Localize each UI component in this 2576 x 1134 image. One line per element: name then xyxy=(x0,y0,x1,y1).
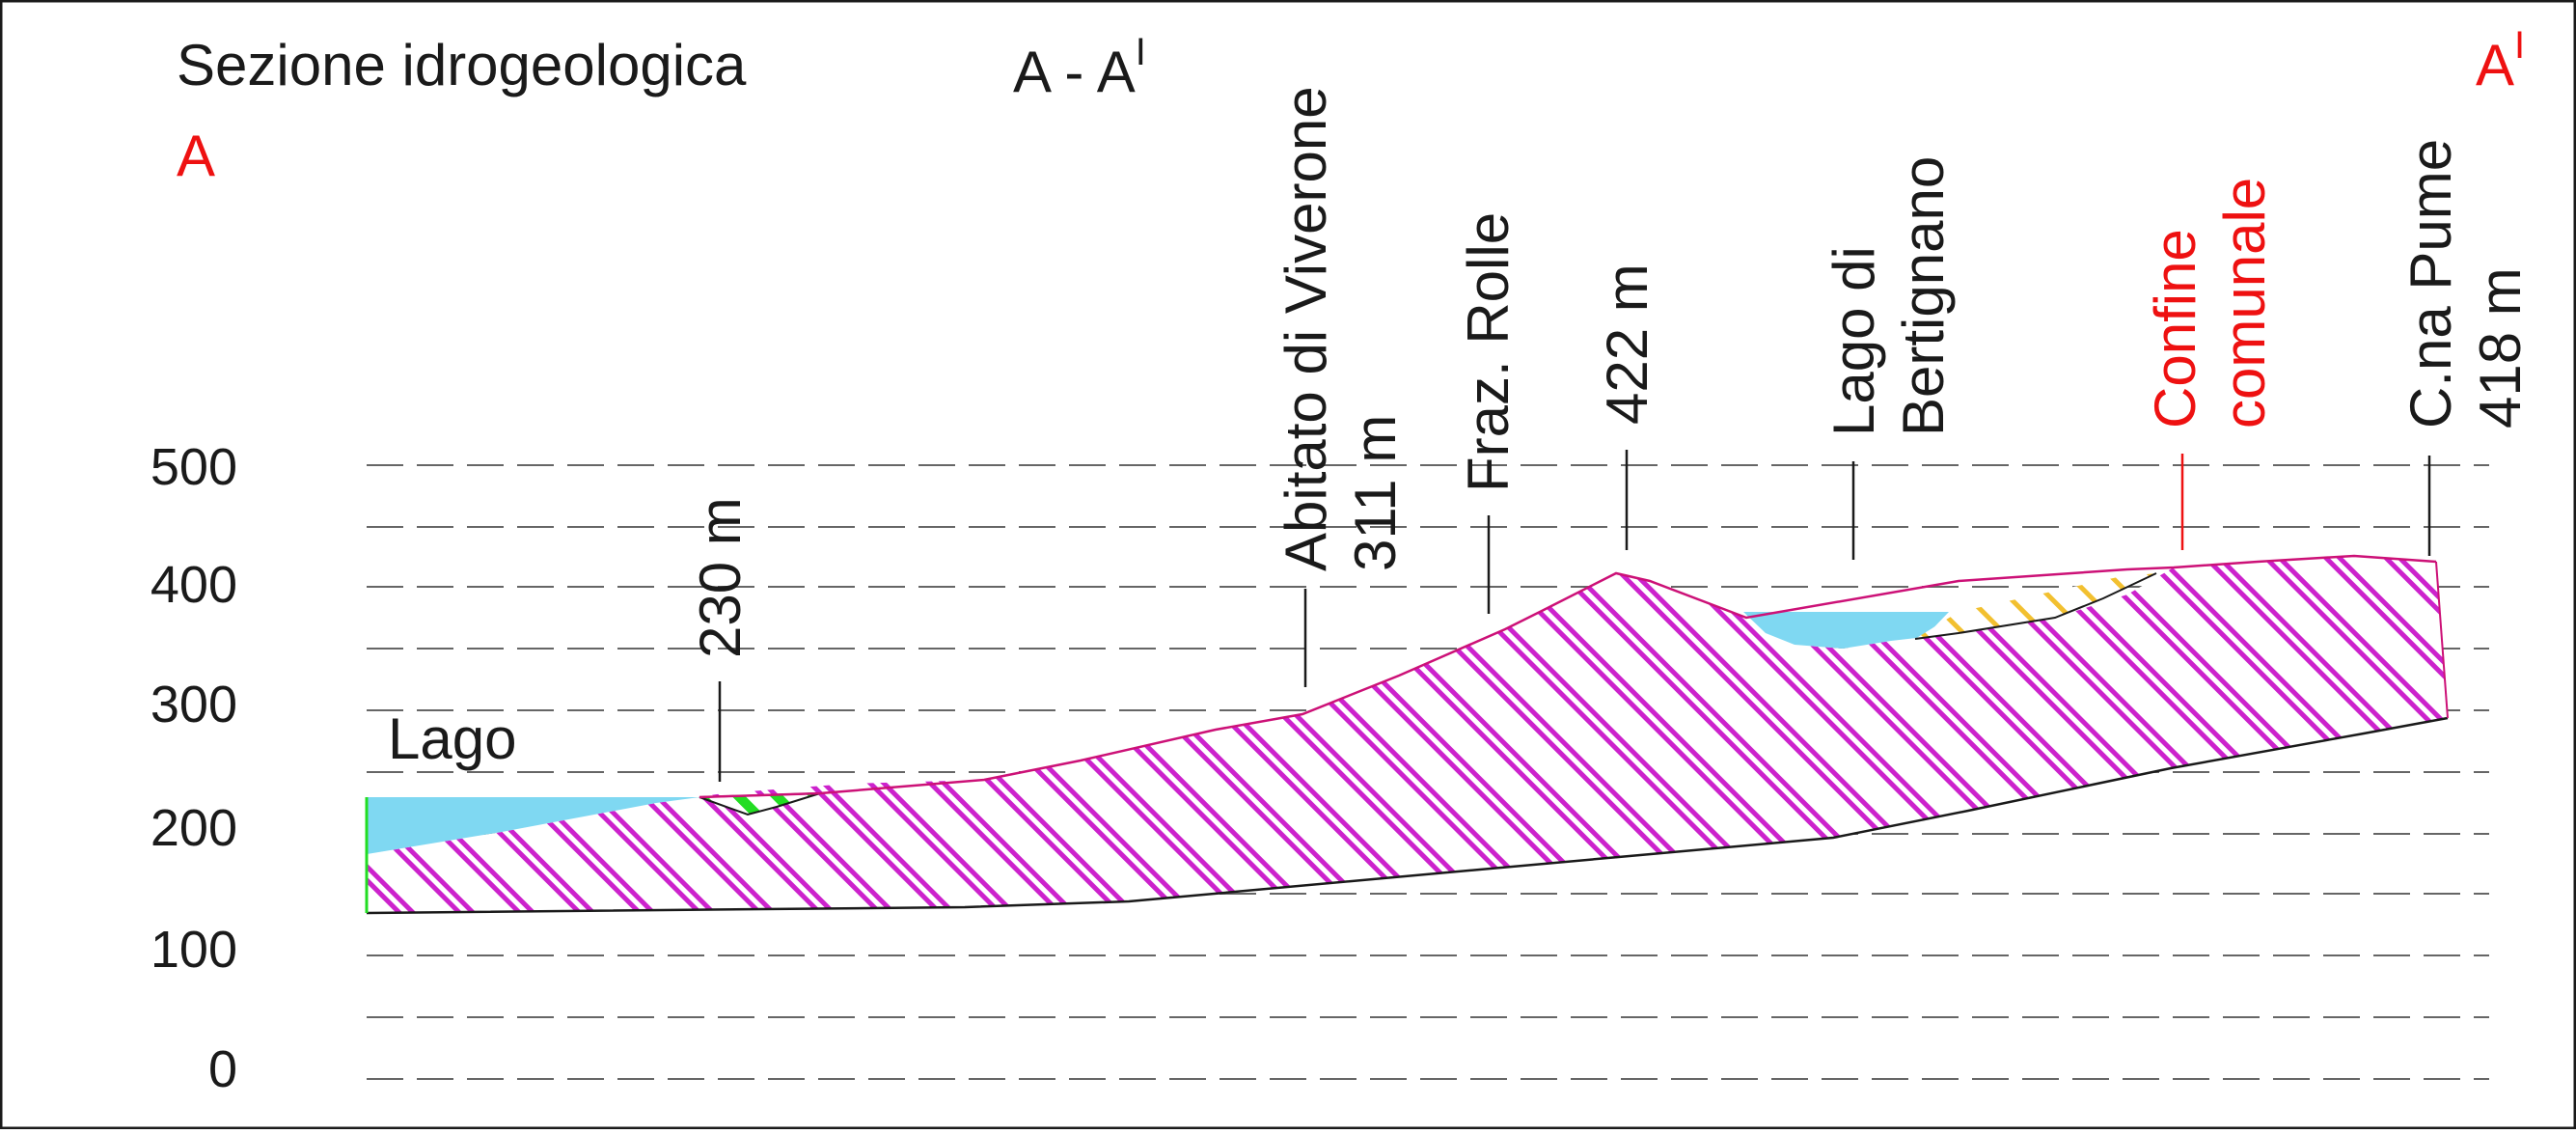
y-tick-100: 100 xyxy=(151,921,237,979)
label-quota-422: 422 m xyxy=(1595,263,1659,425)
lake-bertignano-water xyxy=(1743,612,1949,649)
y-tick-400: 400 xyxy=(151,556,237,614)
section-end-right: AI xyxy=(2476,24,2525,97)
yellow-deposit-contact xyxy=(1914,572,2157,640)
section-name-superscript: I xyxy=(1136,31,1146,73)
section-end-right-superscript: I xyxy=(2514,24,2525,67)
section-end-left: A xyxy=(177,124,215,188)
label-confine-line2: comunale xyxy=(2212,178,2277,429)
label-bertignano-line1: Lago di xyxy=(1822,246,1886,436)
section-name-base: A - A xyxy=(1013,40,1136,104)
yellow-deposit-wedge xyxy=(1915,573,2156,639)
label-viverone-line1: Abitato di Viverone xyxy=(1274,86,1338,571)
leader-lines xyxy=(718,450,2431,782)
label-fraz-rolle: Fraz. Rolle xyxy=(1456,212,1521,492)
label-confine-line1: Confine xyxy=(2143,229,2207,429)
label-pume-line2: 418 m xyxy=(2468,267,2533,429)
label-bertignano-line2: Bertignano xyxy=(1891,156,1956,436)
y-tick-0: 0 xyxy=(208,1040,237,1098)
right-end-line xyxy=(2435,561,2449,719)
y-tick-500: 500 xyxy=(151,438,237,496)
diagram-title: Sezione idrogeologica xyxy=(177,33,747,97)
basal-contact-line xyxy=(366,716,2449,915)
topographic-profile xyxy=(699,554,2437,799)
geologic-unit-hatched xyxy=(367,556,2448,913)
lake-viverone-water xyxy=(367,797,699,854)
y-tick-200: 200 xyxy=(151,799,237,857)
label-viverone-line2: 311 m xyxy=(1343,415,1408,571)
label-pume-line1: C.na Pume xyxy=(2398,139,2463,429)
label-lago: Lago xyxy=(388,706,516,771)
section-name: A - AI xyxy=(1013,31,1146,104)
y-tick-300: 300 xyxy=(151,676,237,733)
label-quota-230: 230 m xyxy=(688,497,753,658)
section-end-right-base: A xyxy=(2476,33,2514,97)
